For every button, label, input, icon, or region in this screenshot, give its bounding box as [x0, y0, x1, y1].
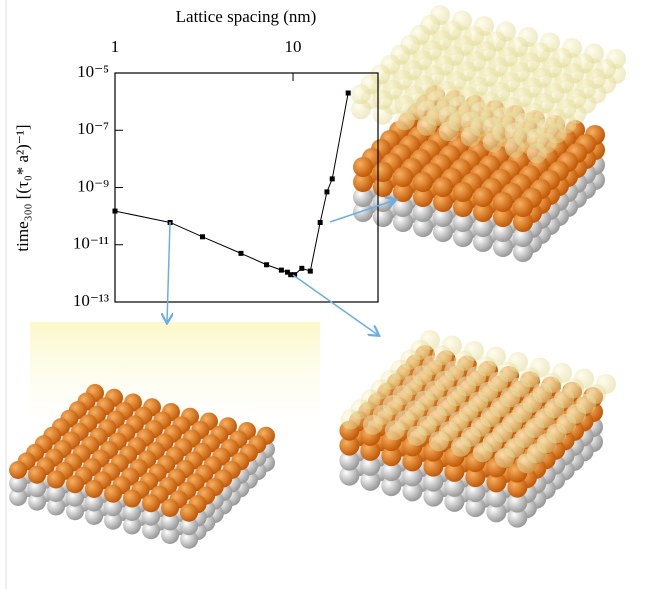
- y-tick-label: 10⁻⁹: [77, 176, 109, 195]
- y-tick-label: 10⁻¹¹: [73, 234, 109, 253]
- sphere: [9, 461, 27, 479]
- sphere: [341, 409, 361, 429]
- sphere: [85, 480, 103, 498]
- y-axis-label: time₃₀₀ [(τ₀* a²)⁻¹]: [13, 124, 32, 251]
- sphere: [66, 475, 84, 493]
- sphere: [451, 437, 471, 457]
- sphere: [513, 197, 533, 217]
- sphere: [161, 499, 179, 517]
- sphere: [493, 192, 513, 212]
- sphere: [439, 106, 459, 126]
- y-tick-label: 10⁻¹³: [73, 291, 109, 310]
- sphere: [517, 453, 537, 473]
- y-tick-label: 10⁻⁷: [77, 119, 109, 138]
- sphere: [373, 162, 393, 182]
- x-axis-label: Lattice spacing (nm): [176, 7, 317, 26]
- point: [308, 269, 313, 274]
- sphere: [453, 182, 473, 202]
- sphere: [429, 431, 449, 451]
- sphere: [373, 90, 393, 110]
- x-tick-label: 10: [285, 37, 302, 56]
- sphere: [433, 177, 453, 197]
- sphere: [413, 172, 433, 192]
- sphere: [351, 84, 371, 104]
- point: [330, 176, 335, 181]
- sphere: [483, 117, 503, 137]
- sphere: [417, 101, 437, 121]
- point: [238, 251, 243, 256]
- sphere: [385, 420, 405, 440]
- sphere: [104, 485, 122, 503]
- point: [113, 209, 118, 214]
- sphere: [180, 504, 198, 522]
- point: [200, 234, 205, 239]
- point: [279, 268, 284, 273]
- sphere: [407, 426, 427, 446]
- sphere: [353, 157, 373, 177]
- point: [346, 91, 351, 96]
- sphere: [363, 415, 383, 435]
- y-tick-label: 10⁻⁵: [77, 62, 109, 81]
- point: [318, 220, 323, 225]
- sphere: [505, 123, 525, 143]
- sphere: [495, 448, 515, 468]
- sphere: [393, 167, 413, 187]
- sphere: [473, 187, 493, 207]
- sphere: [123, 489, 141, 507]
- sphere: [527, 128, 547, 148]
- x-tick-label: 1: [111, 37, 120, 56]
- sphere: [142, 494, 160, 512]
- sphere: [461, 112, 481, 132]
- figure: Lattice spacing (nm) time₃₀₀ [(τ₀* a²)⁻¹…: [0, 0, 664, 589]
- point: [324, 189, 329, 194]
- sphere: [28, 466, 46, 484]
- point: [299, 266, 304, 271]
- sphere: [395, 95, 415, 115]
- sphere: [47, 470, 65, 488]
- sphere: [473, 442, 493, 462]
- point: [264, 262, 269, 267]
